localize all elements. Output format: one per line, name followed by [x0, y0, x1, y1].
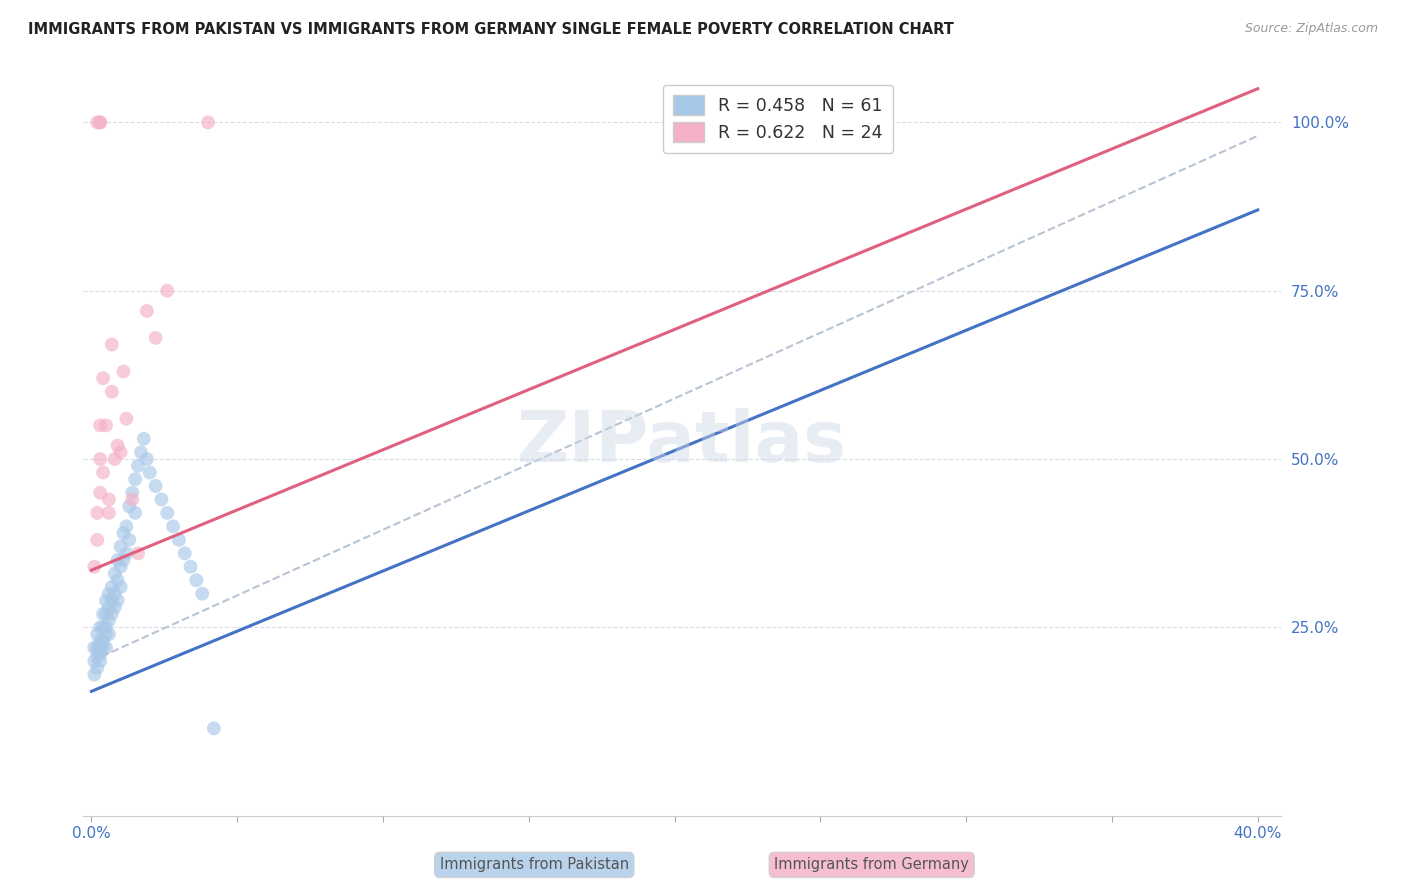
- Point: [89, 648, 111, 662]
- Point: [91, 607, 114, 621]
- Point: [107, 593, 129, 607]
- Point: [115, 411, 138, 425]
- Point: [83, 640, 105, 655]
- Point: [104, 566, 127, 581]
- Point: [110, 559, 132, 574]
- Point: [129, 445, 152, 459]
- Point: [121, 492, 143, 507]
- Point: [135, 452, 157, 467]
- Text: Source: ZipAtlas.com: Source: ZipAtlas.com: [1244, 22, 1378, 36]
- Point: [156, 506, 179, 520]
- Point: [89, 485, 111, 500]
- Point: [94, 627, 117, 641]
- Point: [97, 492, 120, 507]
- Point: [135, 304, 157, 318]
- Point: [97, 587, 120, 601]
- Point: [173, 546, 195, 560]
- Point: [110, 580, 132, 594]
- Point: [94, 593, 117, 607]
- Point: [101, 607, 124, 621]
- Point: [145, 479, 167, 493]
- Point: [124, 472, 146, 486]
- Point: [94, 620, 117, 634]
- Point: [83, 654, 105, 668]
- Point: [97, 614, 120, 628]
- Point: [89, 620, 111, 634]
- Point: [191, 587, 214, 601]
- Point: [89, 633, 111, 648]
- Point: [156, 284, 179, 298]
- Point: [138, 466, 160, 480]
- Point: [89, 115, 111, 129]
- Point: [107, 439, 129, 453]
- Point: [202, 722, 225, 736]
- Point: [118, 533, 141, 547]
- Point: [118, 499, 141, 513]
- Text: ZIPatlas: ZIPatlas: [517, 408, 846, 476]
- Point: [91, 620, 114, 634]
- Point: [101, 593, 124, 607]
- Point: [115, 519, 138, 533]
- Point: [162, 519, 184, 533]
- Point: [83, 667, 105, 681]
- Point: [112, 364, 135, 378]
- Point: [94, 418, 117, 433]
- Legend: R = 0.458   N = 61, R = 0.622   N = 24: R = 0.458 N = 61, R = 0.622 N = 24: [662, 85, 893, 153]
- Point: [112, 526, 135, 541]
- Point: [97, 627, 120, 641]
- Point: [127, 546, 149, 560]
- Point: [83, 559, 105, 574]
- Point: [186, 573, 208, 587]
- Point: [91, 466, 114, 480]
- Point: [86, 640, 108, 655]
- Point: [107, 553, 129, 567]
- Point: [89, 640, 111, 655]
- Point: [86, 627, 108, 641]
- Point: [89, 418, 111, 433]
- Point: [89, 654, 111, 668]
- Point: [121, 485, 143, 500]
- Point: [91, 633, 114, 648]
- Point: [97, 600, 120, 615]
- Point: [104, 587, 127, 601]
- Point: [86, 506, 108, 520]
- Point: [97, 506, 120, 520]
- Point: [101, 580, 124, 594]
- Text: Immigrants from Germany: Immigrants from Germany: [775, 857, 969, 872]
- Text: Immigrants from Pakistan: Immigrants from Pakistan: [440, 857, 628, 872]
- Point: [167, 533, 190, 547]
- Point: [91, 640, 114, 655]
- Point: [91, 371, 114, 385]
- Point: [101, 384, 124, 399]
- Point: [127, 458, 149, 473]
- Point: [115, 546, 138, 560]
- Point: [112, 553, 135, 567]
- Point: [86, 648, 108, 662]
- Point: [89, 115, 111, 129]
- Point: [101, 337, 124, 351]
- Point: [104, 452, 127, 467]
- Point: [86, 533, 108, 547]
- Point: [145, 331, 167, 345]
- Point: [89, 452, 111, 467]
- Point: [86, 115, 108, 129]
- Point: [104, 600, 127, 615]
- Point: [150, 492, 173, 507]
- Point: [197, 115, 219, 129]
- Point: [124, 506, 146, 520]
- Point: [86, 661, 108, 675]
- Point: [110, 540, 132, 554]
- Point: [94, 640, 117, 655]
- Point: [132, 432, 155, 446]
- Text: IMMIGRANTS FROM PAKISTAN VS IMMIGRANTS FROM GERMANY SINGLE FEMALE POVERTY CORREL: IMMIGRANTS FROM PAKISTAN VS IMMIGRANTS F…: [28, 22, 955, 37]
- Point: [94, 607, 117, 621]
- Point: [107, 573, 129, 587]
- Point: [110, 445, 132, 459]
- Point: [180, 559, 202, 574]
